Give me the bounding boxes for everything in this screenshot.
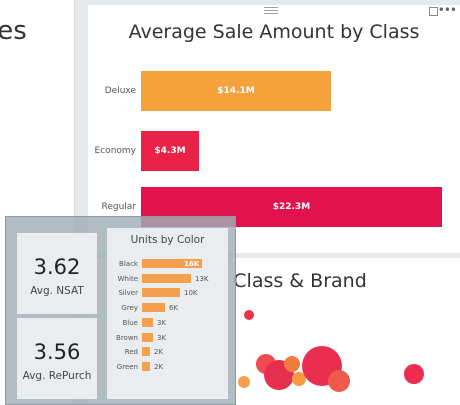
color-label: Red (124, 348, 138, 357)
scatter-bubble[interactable] (238, 376, 250, 388)
units-bar-green[interactable] (142, 361, 150, 371)
scatter-title: y Class & Brand (216, 270, 367, 292)
units-value-label: 16K (184, 260, 200, 268)
units-bar-silver[interactable] (142, 288, 180, 298)
bar-value-label: $4.3M (154, 146, 186, 156)
kpi-label: Avg. NSAT (30, 285, 84, 297)
color-label: Green (116, 362, 138, 371)
scatter-bubble[interactable] (244, 310, 254, 320)
sale-amount-chart-tile[interactable]: ••• Average Sale Amount by Class Deluxe $… (88, 3, 460, 253)
bar-deluxe[interactable]: $14.1M (141, 71, 331, 111)
units-value-label: 6K (169, 304, 179, 313)
units-bar-red[interactable] (142, 347, 150, 357)
units-value-label: 10K (184, 289, 198, 298)
category-label: Deluxe (104, 86, 136, 96)
scatter-bubble[interactable] (404, 364, 424, 384)
chart-title: Average Sale Amount by Class (128, 21, 420, 43)
scatter-bubble[interactable] (292, 372, 306, 386)
kpi-value: 3.56 (33, 340, 81, 364)
units-value-label: 13K (195, 274, 209, 283)
left-tile-title: ies (0, 16, 27, 46)
kpi-card-repurch[interactable]: 3.56 Avg. RePurch (17, 318, 97, 399)
bar-value-label: $14.1M (217, 86, 255, 96)
units-bar-white[interactable] (142, 273, 191, 283)
color-label: Grey (121, 304, 138, 313)
units-value-label: 2K (154, 362, 164, 371)
kpi-card-nsat[interactable]: 3.62 Avg. NSAT (17, 233, 97, 314)
color-label: White (117, 274, 138, 283)
units-value-label: 3K (157, 318, 167, 327)
units-bar-blue[interactable] (142, 317, 153, 327)
category-label: Regular (101, 202, 136, 212)
units-value-label: 3K (157, 333, 167, 342)
focus-mode-icon[interactable] (429, 7, 438, 16)
category-label: Economy (94, 146, 136, 156)
units-bar-grey[interactable] (142, 303, 165, 313)
units-bar-black[interactable] (142, 259, 202, 268)
bar-economy[interactable]: $4.3M (141, 131, 199, 171)
scatter-bubble[interactable] (328, 370, 350, 392)
bar-value-label: $22.3M (272, 202, 311, 212)
color-label: Blue (122, 318, 139, 327)
scatter-bubble[interactable] (284, 356, 300, 372)
drag-handle[interactable] (264, 7, 278, 14)
visual-header: ••• (88, 3, 460, 21)
color-label: Silver (118, 289, 138, 298)
kpi-value: 3.62 (33, 255, 81, 279)
overlay-panel: 3.62 Avg. NSAT 3.56 Avg. RePurch Units b… (5, 216, 236, 405)
units-by-color-card[interactable]: Units by Color Black 16K White 13K Silver 10K… (107, 228, 228, 399)
kpi-label: Avg. RePurch (22, 370, 92, 382)
units-bar-brown[interactable] (142, 332, 153, 342)
color-label: Brown (116, 333, 138, 342)
units-value-label: 2K (154, 348, 164, 357)
units-title: Units by Color (130, 234, 205, 246)
more-options-icon[interactable]: ••• (437, 3, 457, 17)
color-label: Black (119, 260, 138, 268)
